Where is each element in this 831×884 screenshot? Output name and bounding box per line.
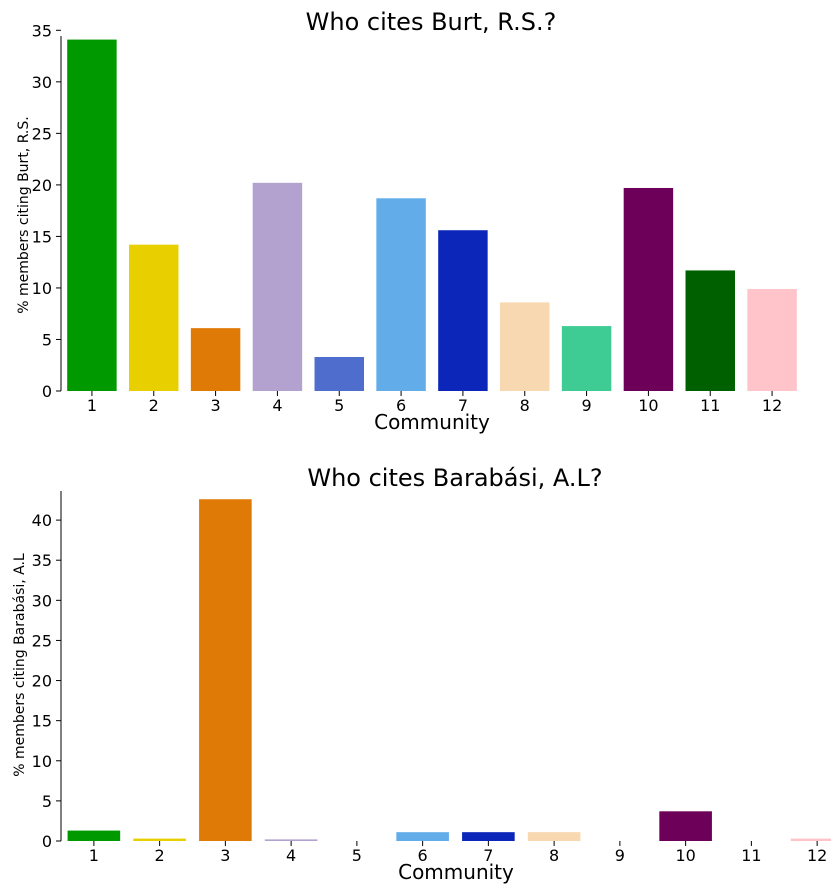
x-tick-label: 8: [549, 846, 559, 865]
bar-community-12: [790, 838, 831, 841]
bar-community-3: [199, 499, 252, 841]
x-ticks: 1 2 3 4 5 6 7 8 9 10 11 12: [87, 391, 782, 415]
y-tick-label: 35: [32, 551, 52, 570]
x-tick-label: 5: [334, 396, 344, 415]
y-tick-label: 10: [32, 752, 52, 771]
bar-community-9: [561, 326, 612, 391]
y-tick-label: 20: [32, 672, 52, 691]
bar-community-5: [314, 356, 364, 391]
chart-burt: Who cites Burt, R.S.? % members citing B…: [16, 8, 797, 434]
x-tick-label: 11: [741, 846, 761, 865]
y-tick-label: 20: [32, 176, 52, 195]
y-tick-label: 5: [42, 330, 52, 349]
x-tick-label: 1: [89, 846, 99, 865]
bars: [67, 499, 831, 841]
bar-community-4: [252, 182, 303, 391]
bar-community-7: [462, 832, 515, 841]
x-tick-label: 10: [638, 396, 658, 415]
bar-community-4: [264, 839, 318, 841]
bar-community-2: [133, 838, 186, 841]
x-tick-label: 10: [675, 846, 695, 865]
y-tick-label: 30: [32, 73, 52, 92]
x-tick-label: 5: [352, 846, 362, 865]
x-tick-label: 2: [149, 396, 159, 415]
x-tick-label: 6: [396, 396, 406, 415]
x-tick-label: 9: [581, 396, 591, 415]
x-tick-label: 7: [458, 396, 468, 415]
x-axis-label: Community: [374, 410, 490, 434]
bar-community-6: [396, 832, 449, 841]
bar-community-12: [747, 288, 797, 391]
chart-title: Who cites Burt, R.S.?: [306, 8, 557, 36]
x-tick-label: 3: [210, 396, 220, 415]
y-tick-label: 0: [42, 832, 52, 851]
x-tick-label: 3: [220, 846, 230, 865]
y-tick-label: 25: [32, 631, 52, 650]
bars: [67, 39, 797, 391]
y-tick-label: 15: [32, 712, 52, 731]
y-tick-label: 25: [32, 124, 52, 143]
x-tick-label: 2: [155, 846, 165, 865]
x-tick-label: 12: [762, 396, 782, 415]
x-tick-label: 1: [87, 396, 97, 415]
bar-community-3: [190, 328, 241, 391]
y-tick-label: 30: [32, 591, 52, 610]
bar-community-8: [527, 832, 581, 841]
y-ticks: 0 5 10 15 20 25 30 35: [32, 21, 61, 401]
x-tick-label: 12: [807, 846, 827, 865]
bar-community-1: [67, 39, 117, 391]
x-tick-label: 7: [483, 846, 493, 865]
x-tick-label: 4: [286, 846, 296, 865]
chart-title: Who cites Barabási, A.L?: [307, 464, 602, 492]
bar-community-8: [500, 302, 550, 391]
y-tick-label: 10: [32, 279, 52, 298]
x-tick-label: 8: [520, 396, 530, 415]
y-tick-label: 0: [42, 382, 52, 401]
y-tick-label: 35: [32, 21, 52, 40]
bar-community-2: [129, 244, 179, 391]
chart-barabasi: Who cites Barabási, A.L? % members citin…: [12, 464, 831, 884]
bar-community-1: [67, 830, 121, 841]
bar-community-7: [438, 230, 488, 391]
bar-community-6: [376, 198, 426, 391]
y-ticks: 0 5 10 15 20 25 30 35 40: [32, 511, 61, 851]
y-axis-label: % members citing Barabási, A.L: [12, 553, 28, 777]
x-tick-label: 11: [700, 396, 720, 415]
y-axis-label: % members citing Burt, R.S.: [16, 116, 32, 313]
x-tick-label: 4: [272, 396, 282, 415]
y-tick-label: 15: [32, 227, 52, 246]
bar-community-11: [685, 270, 735, 391]
x-tick-label: 9: [615, 846, 625, 865]
x-tick-label: 6: [418, 846, 428, 865]
bar-community-10: [659, 811, 712, 841]
x-ticks: 1 2 3 4 5 6 7 8 9 10 11 12: [89, 841, 827, 865]
bar-community-10: [623, 187, 674, 391]
y-tick-label: 40: [32, 511, 52, 530]
x-axis-label: Community: [398, 860, 514, 884]
y-tick-label: 5: [42, 792, 52, 811]
